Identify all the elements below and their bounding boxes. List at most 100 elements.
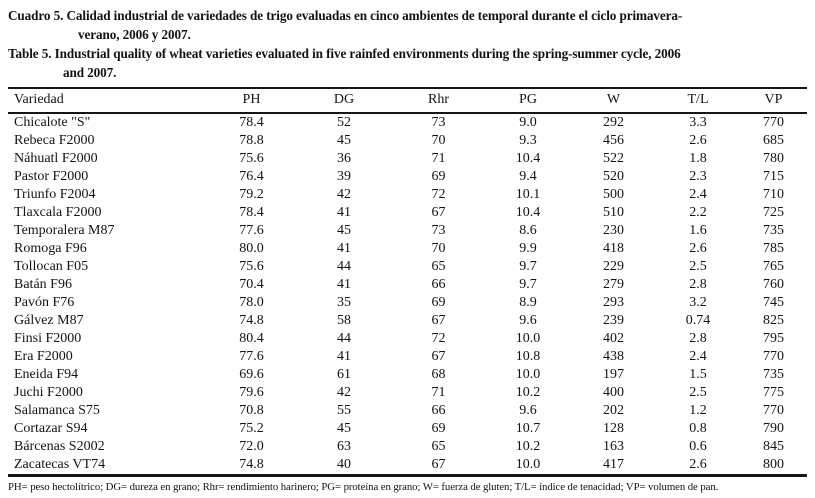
cell-vp: 795 <box>763 331 784 346</box>
cell-w: 163 <box>603 439 624 454</box>
cell-pg: 10.2 <box>515 385 541 400</box>
cell-ph: 80.0 <box>239 241 264 256</box>
cell-dg: 39 <box>337 169 351 184</box>
cell-tl: 1.5 <box>689 367 707 382</box>
cell-vp: 735 <box>763 223 784 238</box>
cell-pg: 9.9 <box>519 241 537 256</box>
table-row: Cortazar S94 75.2 45 69 10.7 128 0.8 790 <box>8 420 807 438</box>
cell-tl: 2.6 <box>689 457 707 472</box>
table-row: Triunfo F2004 79.2 42 72 10.1 500 2.4 71… <box>8 186 807 204</box>
cell-variedad: Juchi F2000 <box>14 385 83 400</box>
cell-tl: 2.5 <box>689 385 707 400</box>
cell-pg: 10.2 <box>515 439 541 454</box>
cell-vp: 770 <box>763 349 784 364</box>
cell-dg: 63 <box>337 439 351 454</box>
cell-vp: 845 <box>763 439 784 454</box>
cell-pg: 9.3 <box>519 133 537 148</box>
cell-variedad: Náhuatl F2000 <box>14 151 98 166</box>
header-row: Variedad PH DG Rhr PG W T/L VP <box>8 88 807 113</box>
table-caption-spanish: Cuadro 5. Calidad industrial de variedad… <box>8 8 683 42</box>
cell-tl: 1.6 <box>689 223 707 238</box>
cell-vp: 800 <box>763 457 784 472</box>
cell-w: 510 <box>603 205 624 220</box>
cell-w: 400 <box>603 385 624 400</box>
cell-variedad: Pavón F76 <box>14 295 75 310</box>
cell-dg: 41 <box>337 205 351 220</box>
cell-rhr: 65 <box>431 439 446 454</box>
cell-ph: 77.6 <box>239 223 264 238</box>
table-row: Pastor F2000 76.4 39 69 9.4 520 2.3 715 <box>8 168 807 186</box>
cell-w: 402 <box>603 331 624 346</box>
cell-variedad: Batán F96 <box>14 277 72 292</box>
cell-vp: 735 <box>763 367 784 382</box>
table-row: Eneida F94 69.6 61 68 10.0 197 1.5 735 <box>8 366 807 384</box>
cell-rhr: 67 <box>431 349 446 364</box>
cell-variedad: Tollocan F05 <box>14 259 89 274</box>
cell-dg: 42 <box>337 385 351 400</box>
cell-dg: 45 <box>337 421 351 436</box>
table-caption-english: Table 5. Industrial quality of wheat var… <box>8 46 681 80</box>
cell-w: 500 <box>603 187 624 202</box>
footnote-abbreviations: PH= peso hectolítrico; DG= dureza en gra… <box>8 481 719 493</box>
cell-tl: 0.8 <box>689 421 707 436</box>
cell-rhr: 66 <box>431 277 446 292</box>
cell-pg: 9.6 <box>519 313 537 328</box>
cell-variedad: Triunfo F2004 <box>14 187 96 202</box>
cell-dg: 52 <box>337 115 351 130</box>
cell-rhr: 72 <box>431 187 446 202</box>
cell-rhr: 67 <box>431 457 446 472</box>
cell-rhr: 69 <box>431 421 446 436</box>
cell-pg: 8.6 <box>519 223 537 238</box>
cell-tl: 0.74 <box>685 313 711 328</box>
cell-variedad: Cortazar S94 <box>14 421 88 436</box>
cell-ph: 74.8 <box>239 457 264 472</box>
cell-w: 197 <box>603 367 624 382</box>
cell-variedad: Bárcenas S2002 <box>14 439 105 454</box>
cell-ph: 79.6 <box>239 385 264 400</box>
table-row: Chicalote "S" 78.4 52 73 9.0 292 3.3 770 <box>8 113 807 132</box>
column-header-rhr: Rhr <box>428 92 449 107</box>
table-row: Tollocan F05 75.6 44 65 9.7 229 2.5 765 <box>8 258 807 276</box>
column-header-tl: T/L <box>687 92 709 107</box>
table-row: Finsi F2000 80.4 44 72 10.0 402 2.8 795 <box>8 330 807 348</box>
cell-ph: 77.6 <box>239 349 264 364</box>
cell-w: 456 <box>603 133 624 148</box>
cell-pg: 10.1 <box>515 187 541 202</box>
table-body: Chicalote "S" 78.4 52 73 9.0 292 3.3 770… <box>8 113 807 476</box>
cell-pg: 10.7 <box>515 421 541 436</box>
cell-rhr: 66 <box>431 403 446 418</box>
cell-pg: 9.4 <box>519 169 537 184</box>
table-row: Bárcenas S2002 72.0 63 65 10.2 163 0.6 8… <box>8 438 807 456</box>
cell-tl: 1.2 <box>689 403 707 418</box>
table-row: Era F2000 77.6 41 67 10.8 438 2.4 770 <box>8 348 807 366</box>
table-row: Romoga F96 80.0 41 70 9.9 418 2.6 785 <box>8 240 807 258</box>
cell-dg: 44 <box>337 259 351 274</box>
cell-ph: 74.8 <box>239 313 264 328</box>
cell-variedad: Pastor F2000 <box>14 169 89 184</box>
cell-pg: 10.0 <box>515 457 541 472</box>
cell-w: 293 <box>603 295 624 310</box>
cell-vp: 780 <box>763 151 784 166</box>
cell-dg: 58 <box>337 313 351 328</box>
cell-tl: 0.6 <box>689 439 707 454</box>
cell-pg: 9.6 <box>519 403 537 418</box>
cell-pg: 9.7 <box>519 277 537 292</box>
cell-variedad: Tlaxcala F2000 <box>14 205 102 220</box>
table-row: Juchi F2000 79.6 42 71 10.2 400 2.5 775 <box>8 384 807 402</box>
cell-ph: 70.8 <box>239 403 264 418</box>
cell-ph: 69.6 <box>239 367 264 382</box>
column-header-variedad: Variedad <box>14 92 64 107</box>
cell-rhr: 67 <box>431 205 446 220</box>
cell-rhr: 69 <box>431 169 446 184</box>
cell-variedad: Romoga F96 <box>14 241 87 256</box>
cell-ph: 78.0 <box>239 295 264 310</box>
cell-w: 418 <box>603 241 624 256</box>
cell-dg: 61 <box>337 367 351 382</box>
cell-rhr: 67 <box>431 313 446 328</box>
cell-dg: 41 <box>337 241 351 256</box>
cell-vp: 775 <box>763 385 784 400</box>
cell-rhr: 68 <box>431 367 446 382</box>
cell-variedad: Eneida F94 <box>14 367 79 382</box>
cell-rhr: 70 <box>431 241 446 256</box>
